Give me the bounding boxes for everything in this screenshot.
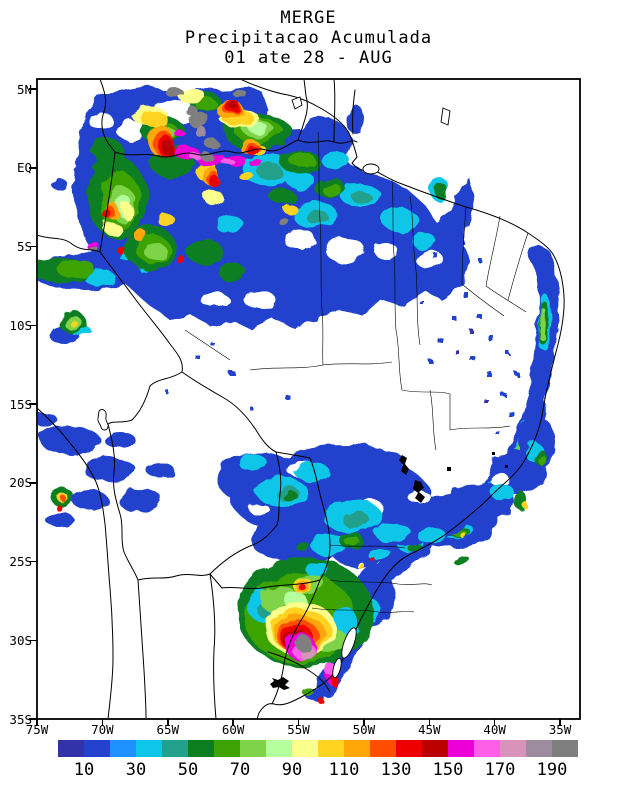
colorbar-tick-label: 50 — [177, 760, 199, 780]
lat-tick-mark — [29, 245, 37, 248]
lon-tick-mark — [559, 719, 561, 726]
plot-period: 01 ate 28 - AUG — [224, 48, 393, 68]
colorbar-swatch — [500, 740, 526, 757]
colorbar-swatch — [188, 740, 214, 757]
lon-tick-mark — [101, 719, 104, 726]
lat-tick-mark — [29, 324, 37, 326]
state-borders — [184, 131, 529, 613]
colorbar-swatch — [136, 740, 162, 757]
colorbar-swatch — [162, 740, 188, 757]
lat-tick-mark — [29, 718, 37, 720]
colorbar-swatch — [396, 740, 422, 757]
precip-west-amazon — [38, 152, 174, 528]
lat-tick-label: 5S — [16, 239, 32, 254]
colorbar-tick-label: 70 — [229, 760, 251, 780]
lakes — [97, 96, 451, 679]
lat-tick-label: 15S — [9, 396, 32, 412]
colorbar-swatch — [58, 740, 84, 757]
lon-tick-label: 40W — [483, 722, 506, 737]
plot-title: MERGE — [280, 8, 337, 28]
colorbar-tick-label: 170 — [484, 760, 516, 780]
precip-north-amazon — [74, 86, 474, 330]
colorbar-swatch — [448, 740, 474, 757]
colorbar-swatch — [318, 740, 344, 757]
lat-tick-mark — [29, 482, 37, 484]
title-block: MERGE Precipitacao Acumulada 01 ate 28 -… — [0, 8, 617, 68]
lon-tick-label: 70W — [91, 722, 114, 737]
colorbar-swatch — [344, 740, 370, 757]
lat-tick-label: 10S — [9, 317, 32, 333]
colorbar-tick-label: 150 — [432, 760, 464, 780]
lon-tick-mark — [297, 719, 300, 726]
lon-tick-label: 35W — [548, 722, 572, 737]
lon-tick-label: 75W — [25, 722, 49, 737]
lat-tick-label: 5N — [16, 81, 32, 97]
colorbar-swatch — [266, 740, 292, 757]
lon-tick-mark — [36, 719, 38, 726]
lat-tick-label: 25S — [9, 554, 32, 569]
colorbar-tick-label: 10 — [73, 760, 95, 780]
colorbar-swatch — [552, 740, 578, 757]
lon-tick-label: 60W — [221, 722, 245, 737]
precip-center-south — [216, 444, 463, 569]
colorbar-tick-label: 90 — [281, 760, 303, 780]
lon-tick-label: 65W — [156, 722, 180, 737]
lon-tick-label: 50W — [352, 722, 376, 737]
lon-tick-label: 45W — [417, 722, 441, 737]
map-frame — [36, 78, 581, 720]
lat-tick-label: EQ — [16, 160, 32, 176]
colorbar-swatch — [292, 740, 318, 757]
colorbar-swatch — [240, 740, 266, 757]
colorbar-swatch — [474, 740, 500, 757]
plot-subtitle: Precipitacao Acumulada — [184, 28, 433, 48]
lon-tick-mark — [363, 719, 365, 726]
colorbar-swatch — [422, 740, 448, 757]
colorbar-tick-label: 110 — [328, 760, 360, 780]
lat-tick-mark — [29, 560, 37, 563]
lon-tick-mark — [428, 719, 430, 726]
lat-tick-mark — [29, 167, 37, 169]
colorbar-tick-label: 30 — [125, 760, 147, 780]
colorbar-swatch — [526, 740, 552, 757]
colorbar-swatch — [84, 740, 110, 757]
lon-tick-mark — [232, 719, 234, 726]
colorbar-swatch — [110, 740, 136, 757]
lon-tick-mark — [167, 719, 169, 726]
colorbar-tick-label: 130 — [380, 760, 412, 780]
colorbar-swatch — [370, 740, 396, 757]
lat-tick-mark — [29, 403, 37, 405]
lon-tick-label: 55W — [287, 722, 310, 737]
lat-tick-label: 30S — [9, 632, 32, 648]
lon-tick-mark — [493, 719, 496, 726]
coastlines — [38, 80, 565, 718]
lat-tick-label: 20S — [9, 475, 32, 491]
precip-south-blob — [237, 557, 395, 703]
lat-tick-mark — [29, 639, 37, 641]
precip-northeast-specks — [165, 240, 519, 434]
lat-tick-label: 35S — [9, 711, 32, 727]
colorbar-swatch — [214, 740, 240, 757]
lat-tick-mark — [29, 88, 37, 90]
colorbar-tick-label: 190 — [536, 760, 568, 780]
